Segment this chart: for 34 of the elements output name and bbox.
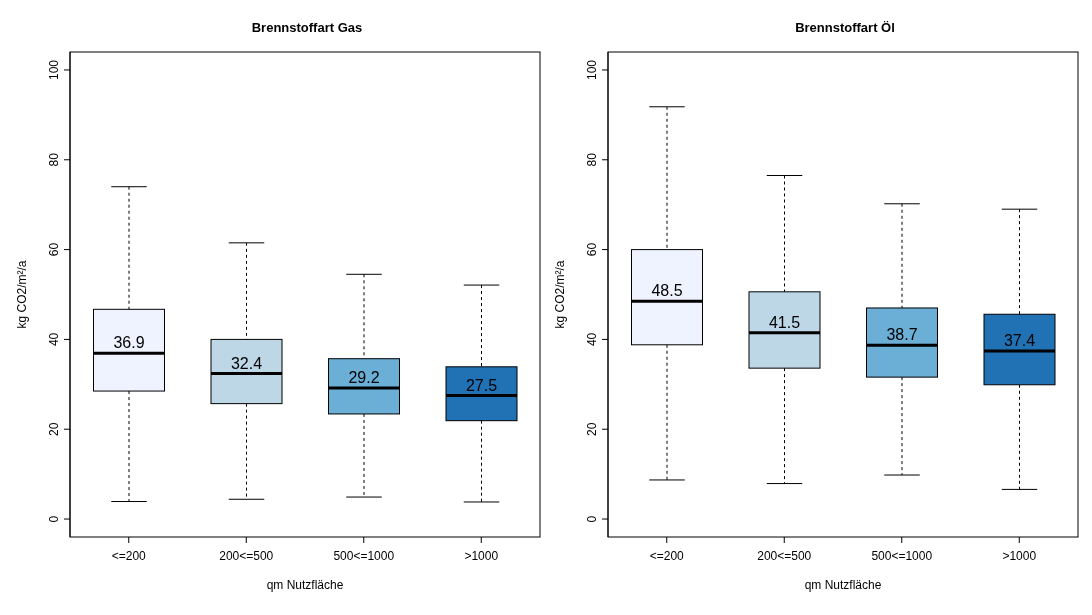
annotation: 29.2 (348, 368, 380, 386)
annotation: 48.5 (651, 282, 683, 300)
y-tick-label: 20 (585, 422, 599, 436)
annotation: 32.4 (230, 354, 263, 372)
chart-title: Brennstoffart Gas (250, 20, 364, 35)
annotation: 41.5 (768, 313, 801, 331)
x-tick-label: >1000 (464, 548, 499, 563)
y-tick-label: 100 (585, 59, 599, 80)
x-tick-label: <=200 (111, 548, 147, 563)
x-tick-label: 200<=500 (757, 548, 812, 563)
x-tick-label: 500<=1000 (871, 548, 933, 563)
y-tick-label: 40 (47, 332, 61, 347)
y-tick-label: 60 (47, 242, 61, 257)
annotation: 27.5 (465, 376, 498, 394)
annotation: 36.9 (113, 334, 145, 352)
x-tick-label: >1000 (1002, 548, 1037, 563)
y-tick-label: 80 (585, 152, 599, 167)
x-axis-title: qm Nutzfläche (266, 578, 344, 592)
y-tick-label: 20 (47, 422, 61, 436)
y-tick-label: 40 (585, 332, 599, 347)
annotation: 37.4 (1003, 332, 1036, 350)
y-tick-label: 80 (47, 152, 61, 167)
x-tick-label: 500<=1000 (333, 548, 395, 563)
chart-title: Brennstoffart Öl (794, 20, 896, 35)
y-tick-label: 0 (47, 515, 61, 523)
x-tick-label: 200<=500 (219, 548, 274, 563)
annotation: 38.7 (886, 326, 918, 344)
x-axis-title: qm Nutzfläche (804, 578, 882, 592)
y-tick-label: 60 (585, 242, 599, 257)
y-axis-title: kg CO2/m²/a (553, 260, 568, 329)
y-axis-title: kg CO2/m²/a (15, 260, 30, 329)
x-tick-label: <=200 (649, 548, 685, 563)
y-tick-label: 100 (47, 59, 61, 80)
y-tick-label: 0 (585, 515, 599, 523)
